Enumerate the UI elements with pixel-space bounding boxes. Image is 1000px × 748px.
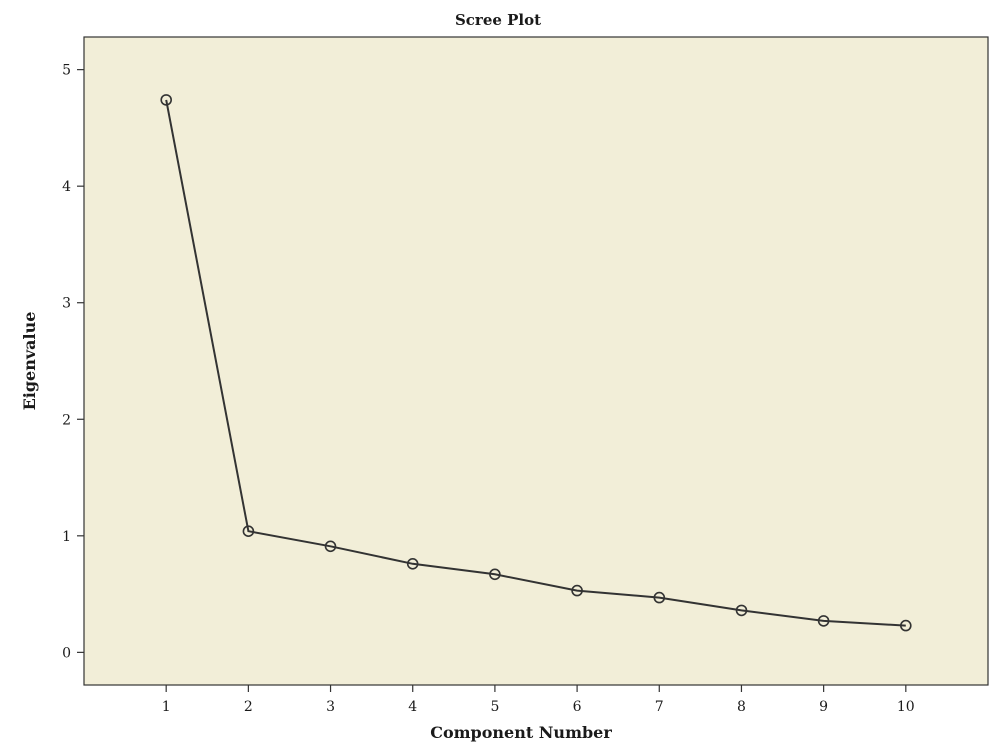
data-point (653, 591, 666, 604)
data-point (899, 619, 912, 632)
data-point (406, 557, 419, 570)
y-tick-label: 0 (62, 645, 71, 661)
x-tick-label: 4 (408, 699, 417, 715)
x-axis-label: Component Number (430, 723, 612, 742)
x-tick-label: 6 (573, 699, 582, 715)
y-tick-label: 5 (62, 63, 71, 79)
data-point (817, 615, 830, 627)
data-point (489, 568, 501, 581)
chart-title: Scree Plot (455, 11, 541, 29)
x-tick-label: 8 (737, 699, 746, 715)
y-tick-label: 1 (62, 529, 71, 545)
x-tick-label: 3 (326, 699, 335, 715)
series-line (165, 99, 906, 627)
x-tick-label: 5 (490, 699, 499, 715)
x-tick-label: 9 (819, 699, 828, 715)
y-axis-label: Eigenvalue (20, 312, 39, 411)
data-points (160, 94, 912, 632)
y-tick-label: 3 (62, 296, 71, 312)
y-axis: 0 1 2 3 4 5 (62, 63, 84, 661)
x-tick-label: 2 (244, 699, 253, 715)
data-point (324, 540, 337, 553)
x-axis: 1 2 3 4 5 6 7 8 9 10 (162, 685, 915, 715)
x-tick-label: 10 (897, 699, 915, 715)
data-point (571, 584, 583, 597)
data-point (160, 94, 172, 106)
x-tick-label: 7 (655, 699, 664, 715)
plot-area (83, 36, 989, 686)
data-point (242, 525, 255, 538)
data-point (735, 604, 748, 617)
y-tick-label: 4 (62, 179, 71, 195)
y-tick-label: 2 (62, 412, 71, 428)
x-tick-label: 1 (162, 699, 171, 715)
